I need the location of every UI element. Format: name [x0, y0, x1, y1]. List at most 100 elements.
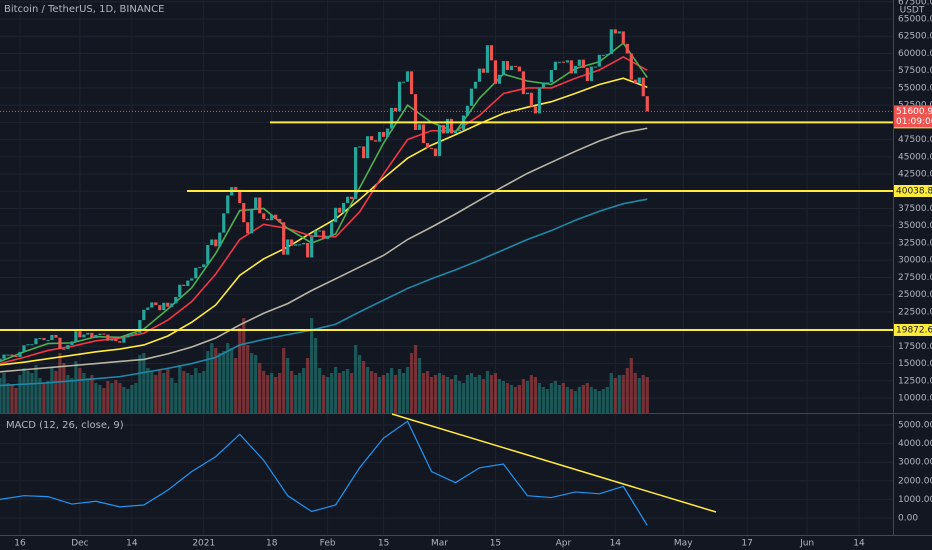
volume-bar — [625, 368, 629, 413]
volume-bar — [505, 383, 510, 413]
volume-bar — [162, 373, 166, 413]
candle — [306, 242, 310, 258]
volume-bar — [62, 363, 66, 413]
y-tick-label: 2000.00 — [898, 476, 932, 486]
volume-bar — [142, 353, 146, 413]
volume-bar — [593, 389, 597, 413]
candle — [118, 341, 122, 343]
volume-bar — [334, 367, 338, 413]
candle — [2, 354, 6, 359]
volume-bar — [461, 383, 466, 413]
volume-bar — [637, 378, 641, 413]
volume-bar — [497, 379, 502, 413]
candle — [485, 45, 490, 73]
volume-bar — [150, 371, 154, 413]
candle — [0, 358, 2, 362]
volume-bar — [26, 371, 30, 413]
candle — [242, 202, 246, 223]
candle — [357, 146, 362, 148]
y-tick-label: 55000.00 — [898, 83, 932, 93]
candle — [98, 333, 102, 335]
candle — [126, 334, 130, 338]
candle — [445, 118, 450, 134]
candle — [206, 245, 210, 265]
candle — [82, 334, 86, 338]
candle — [90, 332, 94, 339]
volume-bar — [46, 381, 50, 413]
candle — [389, 107, 394, 129]
volume-bar — [597, 391, 601, 413]
candle — [214, 239, 218, 247]
volume-bar — [350, 373, 354, 413]
candle — [433, 148, 438, 157]
volume-bar — [238, 328, 242, 413]
candle — [425, 143, 430, 148]
candle — [421, 124, 426, 144]
candle — [493, 60, 498, 84]
candle — [497, 74, 502, 84]
candle — [417, 124, 422, 130]
trend-line — [391, 413, 717, 513]
volume-bar — [94, 383, 98, 413]
y-tick-label: 30000.00 — [898, 256, 932, 266]
candle — [190, 278, 194, 281]
volume-bar — [190, 375, 194, 413]
volume-bar — [242, 318, 246, 413]
candle — [222, 213, 226, 233]
x-tick-label: 2021 — [192, 539, 215, 549]
candle — [373, 140, 378, 142]
candle — [218, 232, 222, 247]
candle — [182, 284, 186, 287]
candle — [505, 61, 510, 70]
candle — [561, 61, 565, 63]
candle — [577, 59, 581, 66]
candle — [473, 81, 478, 89]
volume-bar — [569, 389, 573, 413]
volume-bar — [18, 375, 22, 413]
candle — [94, 334, 98, 339]
macd-title: MACD (12, 26, close, 9) — [6, 420, 124, 431]
volume-bar — [609, 373, 613, 413]
volume-bar — [14, 388, 18, 413]
x-tick-label: Jun — [799, 539, 814, 549]
volume-bar — [6, 383, 10, 413]
candle — [14, 355, 18, 357]
volume-bar — [246, 345, 250, 413]
volume-bar — [517, 385, 522, 413]
volume-bar — [338, 373, 342, 413]
x-tick-label: May — [674, 539, 693, 549]
candle — [525, 92, 530, 95]
volume-bar — [413, 345, 418, 413]
volume-bar — [42, 383, 46, 413]
moving-average-line — [0, 127, 648, 373]
candle — [62, 348, 66, 350]
candle — [457, 129, 462, 131]
x-tick-label: Dec — [71, 539, 88, 549]
volume-bar — [342, 371, 346, 413]
volume-bar — [222, 351, 226, 413]
candle — [365, 136, 370, 159]
volume-bar — [270, 373, 274, 413]
candle — [170, 303, 174, 307]
volume-bar — [389, 368, 394, 413]
volume-bar — [373, 373, 378, 413]
candle — [102, 333, 106, 335]
volume-bar — [114, 380, 118, 413]
volume-bar — [0, 378, 2, 413]
candle — [298, 244, 302, 246]
candle — [10, 354, 14, 356]
x-tick-label: 15 — [378, 539, 389, 549]
volume-bar — [381, 375, 386, 413]
volume-bar — [465, 375, 470, 413]
volume-bar — [294, 375, 298, 413]
candle — [46, 340, 50, 342]
price-label-box — [894, 323, 932, 336]
candle — [314, 230, 318, 237]
volume-bar — [429, 377, 434, 413]
volume-bar — [433, 375, 438, 413]
candle — [409, 71, 414, 95]
candle — [66, 344, 70, 350]
volume-bar — [182, 371, 186, 413]
